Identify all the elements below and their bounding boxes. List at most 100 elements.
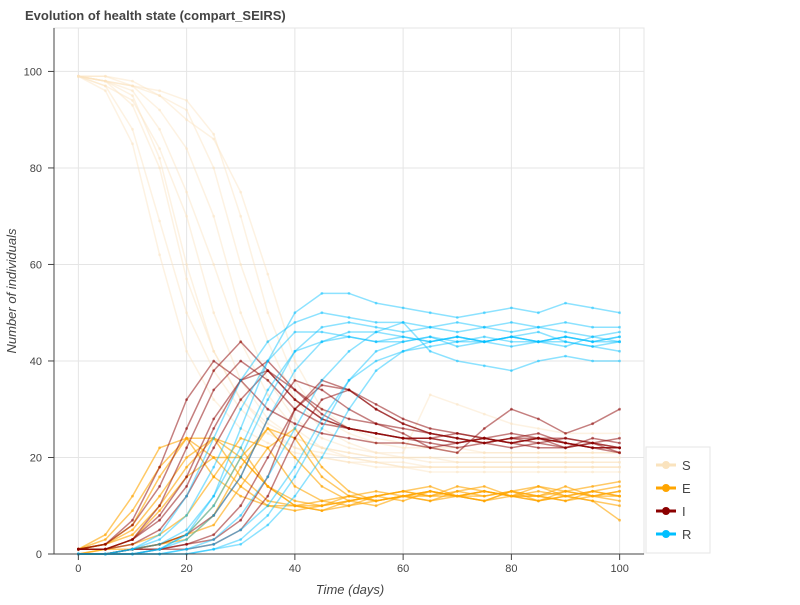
series-I-point	[347, 417, 351, 421]
series-R-point	[591, 359, 594, 363]
series-S-point	[239, 311, 243, 315]
series-S-point	[77, 74, 80, 78]
series-R-point	[618, 311, 621, 315]
series-R-point	[564, 340, 567, 344]
series-S-point	[293, 359, 297, 363]
series-R-point	[564, 335, 567, 339]
series-S-point	[104, 79, 107, 83]
series-E-point	[158, 533, 162, 537]
series-R-point	[591, 335, 594, 339]
series-I-point	[320, 388, 324, 392]
series-E-point	[158, 475, 162, 479]
series-R-point	[212, 514, 216, 517]
series-R-point	[266, 388, 270, 392]
series-R-point	[455, 340, 459, 344]
series-S-point	[104, 79, 107, 83]
series-S-run-line	[78, 75, 620, 464]
series-E-point	[266, 427, 270, 430]
y-tick-label: 40	[30, 356, 42, 368]
series-S-point	[158, 127, 162, 131]
series-S-point	[131, 84, 134, 88]
series-R-point	[537, 340, 540, 344]
series-S-point	[185, 190, 189, 194]
series-S-run-line	[78, 75, 620, 454]
series-I-point	[591, 441, 594, 445]
y-tick-label: 20	[30, 452, 42, 464]
series-E-point	[212, 436, 216, 440]
series-S-point	[104, 84, 107, 88]
series-E-point	[537, 499, 540, 503]
series-I-point	[374, 407, 378, 411]
series-E-point	[185, 514, 189, 517]
series-R-point	[320, 292, 324, 295]
series-E-point	[374, 499, 378, 503]
series-I-point	[320, 432, 324, 435]
series-R-point	[374, 330, 378, 334]
series-R-point	[510, 335, 513, 339]
series-R-point	[347, 349, 351, 353]
series-I-point	[212, 427, 216, 430]
series-R-point	[482, 364, 486, 368]
series-S-point	[537, 451, 540, 455]
series-R-point	[185, 538, 189, 541]
series-I-point	[537, 441, 540, 445]
series-S-point	[131, 89, 134, 93]
series-E-point	[564, 489, 567, 493]
series-S-run-line	[78, 75, 620, 468]
series-S-point	[320, 446, 324, 450]
series-I-point	[158, 465, 162, 469]
series-S-point	[185, 99, 189, 102]
series-I-point	[131, 523, 134, 527]
series-R-point	[374, 301, 378, 305]
series-R-point	[401, 340, 405, 344]
series-S-point	[401, 460, 405, 464]
legend-item-I: I	[656, 504, 686, 519]
series-S-run-line	[78, 75, 620, 454]
series-R-point	[455, 321, 459, 324]
series-R-point	[564, 301, 567, 305]
series-I-point	[212, 417, 216, 421]
axes: 0 20 40 60 80 100 0 20 40 60 80 100	[24, 28, 644, 575]
series-I-point	[239, 504, 243, 508]
series-E-point	[591, 499, 594, 503]
series-I-point	[158, 514, 162, 517]
series-I-point	[131, 547, 134, 551]
series-R-point	[212, 494, 216, 498]
series-E-point	[266, 446, 270, 450]
series-I-point	[239, 518, 243, 522]
series-I-point	[320, 383, 324, 387]
series-I-point	[293, 398, 297, 401]
series-S-point	[482, 465, 486, 469]
series-R-point	[591, 340, 594, 344]
series-I-run-line	[78, 369, 620, 550]
series-E-point	[591, 489, 594, 493]
series-I-point	[77, 547, 80, 551]
series-R-point	[239, 538, 243, 541]
series-E-point	[618, 518, 621, 522]
series-R-point	[347, 335, 351, 339]
series-S-point	[212, 132, 216, 136]
series-I-point	[185, 446, 189, 450]
series-E-point	[239, 465, 243, 469]
series-I-point	[158, 542, 162, 546]
series-R-point	[455, 359, 459, 363]
series-S-point	[374, 436, 378, 440]
series-R-point	[293, 311, 297, 315]
legend-label: R	[682, 527, 691, 542]
series-R-point	[158, 542, 162, 546]
series-S-point	[618, 465, 621, 469]
series-S-point	[266, 432, 270, 435]
series-I-point	[131, 518, 134, 522]
series-S-point	[482, 460, 486, 464]
series-I-point	[212, 533, 216, 537]
series-I-point	[482, 441, 486, 445]
series-R-run-line	[78, 331, 620, 555]
series-S-point	[185, 349, 189, 353]
series-R-point	[455, 335, 459, 339]
series-R-point	[618, 325, 621, 329]
series-S-point	[158, 108, 162, 112]
series-S-point	[320, 456, 324, 459]
series-E-point	[618, 485, 621, 488]
series-S-point	[158, 219, 162, 223]
series-I-point	[618, 441, 621, 445]
